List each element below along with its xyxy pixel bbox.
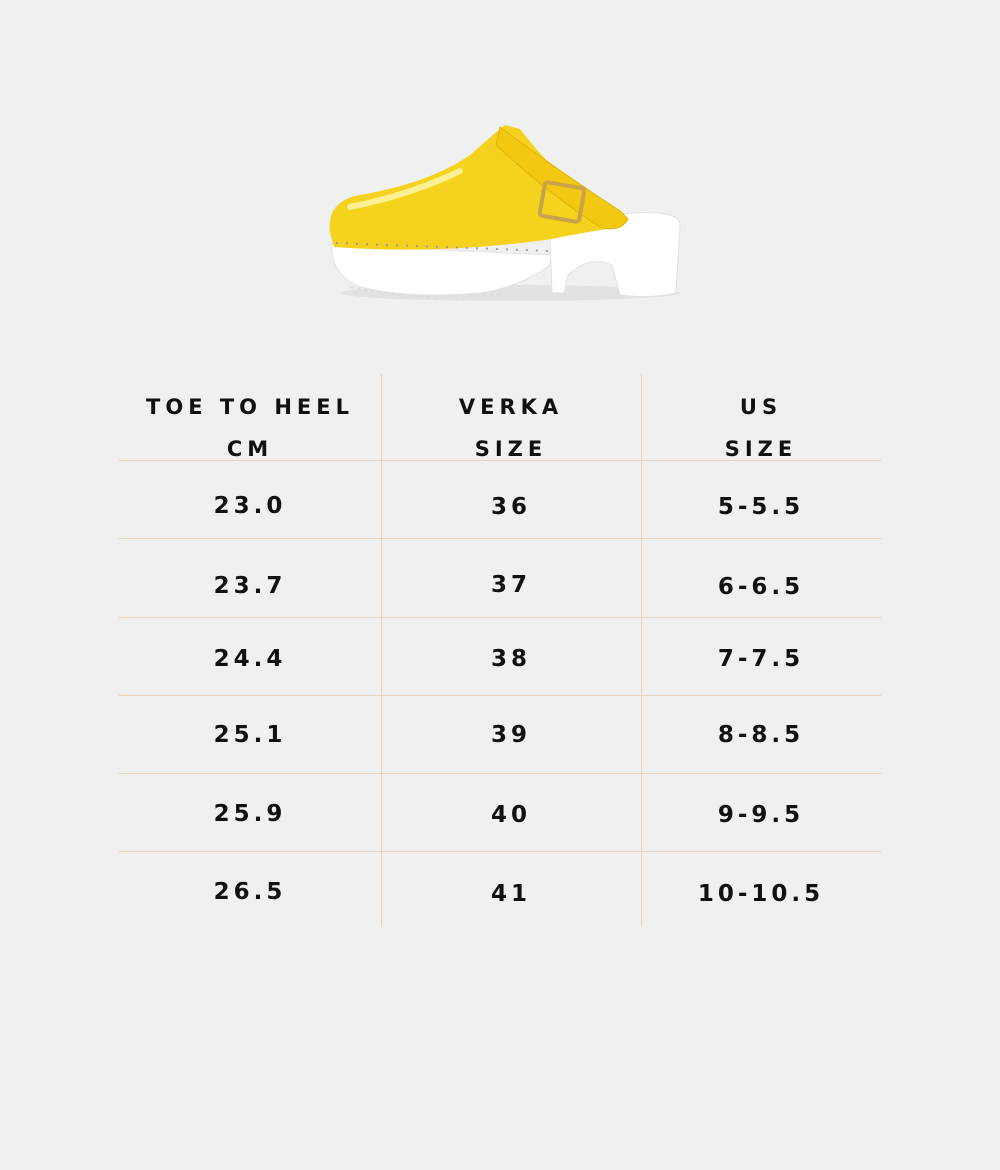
cell-cm: 26.5 bbox=[213, 879, 287, 905]
cell-us-size: 5-5.5 bbox=[717, 494, 805, 520]
row-divider bbox=[119, 851, 881, 852]
cell-verka-size: 37 bbox=[490, 572, 531, 598]
cell-cm: 23.7 bbox=[213, 573, 287, 599]
cell-cm: 25.1 bbox=[213, 722, 287, 748]
cell-cm: 24.4 bbox=[213, 646, 287, 672]
size-chart-table: TOE TO HEEL CM VERKA SIZE US SIZE 23.0 3… bbox=[119, 374, 881, 927]
row-divider bbox=[119, 460, 881, 461]
cell-cm: 25.9 bbox=[213, 801, 287, 827]
header-us-size: US SIZE bbox=[724, 395, 798, 461]
cell-us-size: 9-9.5 bbox=[717, 802, 805, 828]
row-divider bbox=[119, 538, 881, 539]
column-divider bbox=[381, 374, 382, 927]
cell-verka-size: 41 bbox=[490, 881, 531, 907]
cell-us-size: 6-6.5 bbox=[717, 574, 805, 600]
header-toe-to-heel-cm: TOE TO HEEL CM bbox=[146, 395, 354, 461]
row-divider bbox=[119, 617, 881, 618]
header-verka-size: VERKA SIZE bbox=[458, 395, 564, 461]
cell-verka-size: 36 bbox=[490, 494, 531, 520]
cell-verka-size: 38 bbox=[490, 646, 531, 672]
cell-verka-size: 40 bbox=[490, 802, 531, 828]
row-divider bbox=[119, 773, 881, 774]
column-divider bbox=[641, 374, 642, 927]
cell-us-size: 10-10.5 bbox=[697, 881, 825, 907]
cell-us-size: 7-7.5 bbox=[717, 646, 805, 672]
clog-shoe-image bbox=[329, 125, 681, 301]
row-divider bbox=[119, 695, 881, 696]
cell-verka-size: 39 bbox=[490, 722, 531, 748]
cell-cm: 23.0 bbox=[213, 493, 287, 519]
cell-us-size: 8-8.5 bbox=[717, 722, 805, 748]
